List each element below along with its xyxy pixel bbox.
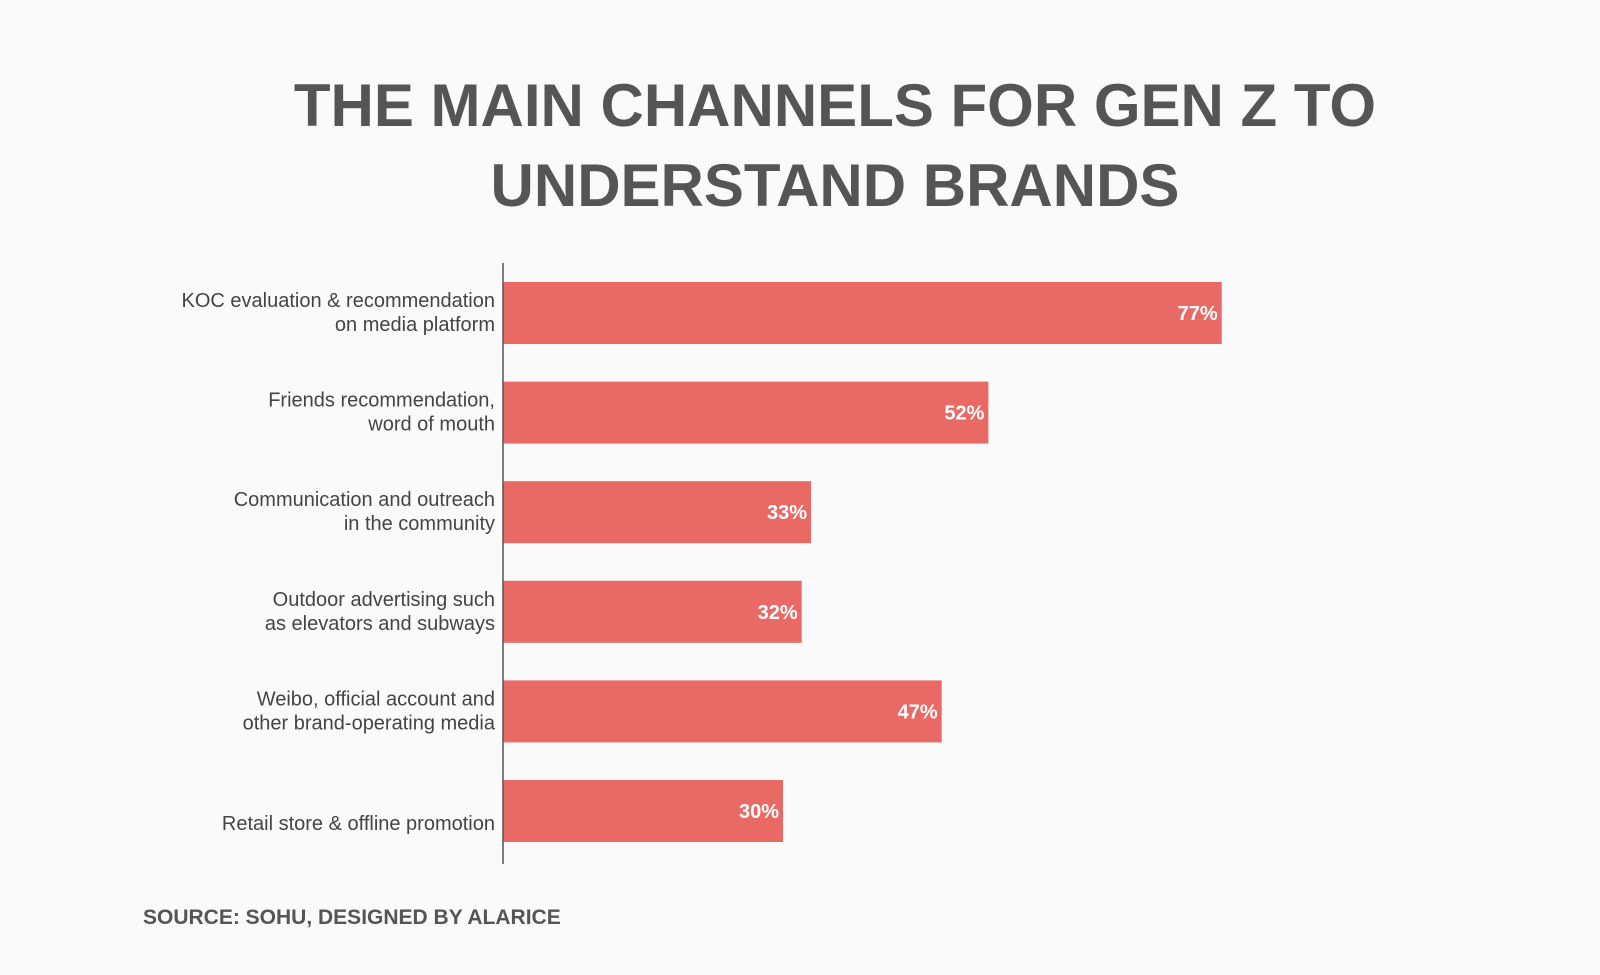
bar-5	[503, 680, 942, 743]
category-label-1-line-1: KOC evaluation & recommendation	[182, 290, 496, 312]
value-label-2: 52%	[944, 403, 984, 425]
value-label-3: 33%	[767, 502, 807, 524]
category-label-2: Friends recommendation, word of mouth	[268, 390, 495, 436]
category-label-6-line-1: Retail store & offline promotion	[222, 813, 495, 835]
category-label-1: KOC evaluation & recommendation on media …	[182, 290, 496, 336]
category-label-6: Retail store & offline promotion	[222, 813, 495, 835]
category-label-5-line-2: other brand-operating media	[243, 712, 496, 734]
chart-title-line-1: THE MAIN CHANNELS FOR GEN Z TO	[293, 72, 1377, 139]
value-label-5: 47%	[898, 701, 938, 723]
category-label-2-line-1: Friends recommendation,	[268, 390, 495, 412]
category-label-4-line-2: as elevators and subways	[265, 613, 495, 635]
bar-4	[503, 580, 802, 643]
category-label-5: Weibo, official account and other brand-o…	[243, 688, 496, 734]
bars-group	[503, 282, 1222, 842]
category-label-4: Outdoor advertising such as elevators and…	[265, 589, 495, 635]
category-label-5-line-1: Weibo, official account and	[257, 688, 495, 710]
category-label-3-line-1: Communication and outreach	[234, 489, 495, 511]
value-label-1: 77%	[1178, 303, 1218, 325]
value-label-4: 32%	[758, 602, 798, 624]
category-label-3-line-2: in the community	[344, 513, 495, 535]
bar-3	[503, 481, 812, 544]
bar-2	[503, 381, 989, 444]
value-label-6: 30%	[739, 801, 779, 823]
category-label-3: Communication and outreach in the communi…	[234, 489, 495, 535]
value-labels-group: 77% 52% 33% 32% 47% 30%	[739, 303, 1218, 823]
category-label-1-line-2: on media platform	[335, 314, 495, 336]
chart-title-line-2: UNDERSTAND BRANDS	[490, 152, 1180, 219]
bar-1	[503, 282, 1222, 344]
category-label-2-line-2: word of mouth	[367, 414, 495, 436]
bar-6	[503, 780, 784, 842]
source-note: SOURCE: SOHU, DESIGNED BY ALARICE	[143, 906, 561, 929]
chart-title: THE MAIN CHANNELS FOR GEN Z TO UNDERSTAN…	[0, 66, 1600, 226]
category-label-4-line-1: Outdoor advertising such	[273, 589, 495, 611]
category-labels-group: KOC evaluation & recommendation on media …	[182, 290, 496, 835]
